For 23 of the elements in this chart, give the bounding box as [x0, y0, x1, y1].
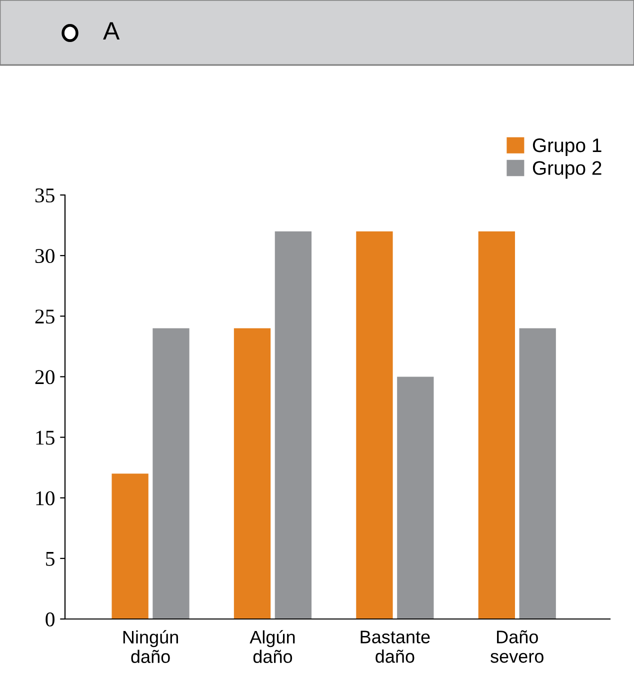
bar: [234, 328, 271, 619]
bar: [356, 231, 393, 619]
x-tick-label: Ningún daño: [123, 630, 178, 664]
y-tick-label: 35: [35, 188, 54, 202]
y-tick-label: 0: [46, 612, 54, 626]
bar: [274, 231, 312, 619]
y-tick-label: 15: [36, 430, 54, 445]
y-tick-label: 30: [35, 248, 54, 264]
y-tick-label: 5: [46, 552, 54, 566]
bar: [112, 474, 148, 619]
x-tick-label: Daño severo: [490, 630, 544, 663]
bar: [152, 328, 190, 619]
bar: [397, 376, 434, 619]
y-tick-label: 10: [36, 491, 54, 506]
bar: [478, 231, 515, 619]
x-tick-label: Bastante daño: [360, 630, 430, 663]
bar: [519, 328, 556, 619]
legend-label: Grupo 2: [532, 161, 602, 179]
y-tick-label: 20: [35, 370, 54, 384]
legend-label: Grupo 1: [532, 138, 602, 156]
y-tick-label: 25: [35, 310, 54, 324]
chart-title: A: [103, 22, 120, 40]
x-tick-label: Algún daño: [250, 630, 295, 664]
